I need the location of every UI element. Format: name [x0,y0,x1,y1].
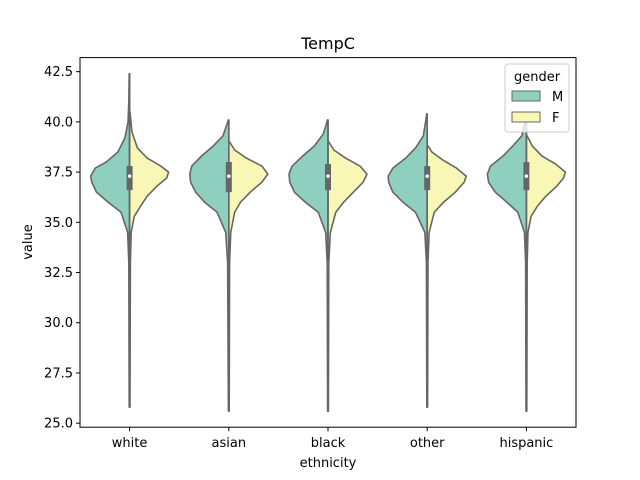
legend-swatch-m [511,90,541,102]
legend: gender M F [504,63,570,133]
chart-title: TempC [300,34,355,53]
iqr-box-white [126,166,133,191]
y-tick-label: 37.5 [44,166,73,181]
legend-swatch-f [511,111,541,123]
y-tick-label: 35.0 [44,216,73,231]
median-dot-black [326,174,330,178]
plot-frame [79,57,577,428]
violin-f-asian [228,141,269,412]
violin-f-other [426,145,467,408]
violin-m-asian [189,119,230,412]
y-axis-label: value [21,224,36,260]
x-tick-label: white [112,436,148,451]
y-tick-label: 40.0 [44,115,73,130]
x-tick-label: black [311,436,346,451]
y-tick-label: 30.0 [44,316,73,331]
y-tick-label: 42.5 [44,65,73,80]
violin-f-hispanic [525,135,567,412]
x-tick-label: other [410,436,445,451]
x-axis: white asian black other hispanic [112,427,553,451]
median-dot-other [425,174,430,178]
x-tick-label: hispanic [499,436,553,451]
violins [89,72,567,412]
median-dot-hispanic [524,174,529,178]
y-tick-label: 32.5 [44,266,73,281]
violin-f-black [327,141,368,412]
legend-label-m: M [552,90,563,105]
x-axis-label: ethnicity [300,456,357,471]
violin-m-other [387,113,428,408]
median-dot-asian [227,174,231,178]
violin-m-black [288,119,329,412]
legend-label-f: F [552,111,559,126]
legend-title: gender [514,70,561,85]
x-tick-label: asian [212,436,247,451]
y-axis: 25.0 27.5 30.0 32.5 35.0 37.5 40.0 42.5 [44,65,80,432]
violin-f-white [128,111,170,408]
y-tick-label: 25.0 [44,417,73,432]
y-tick-label: 27.5 [44,366,73,381]
iqr-box-other [424,166,431,191]
median-dot-white [127,174,132,178]
